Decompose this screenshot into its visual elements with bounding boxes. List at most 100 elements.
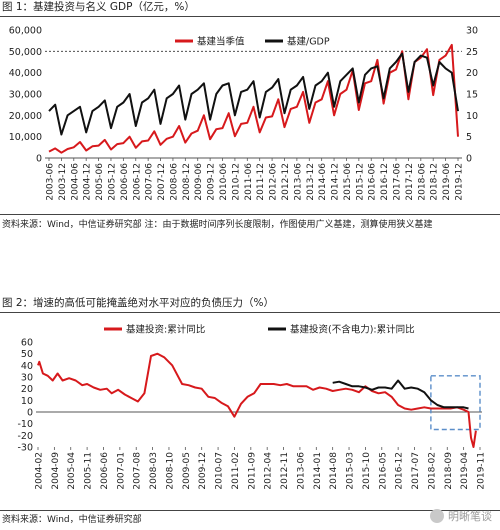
y-tick-label: 30 bbox=[21, 373, 33, 384]
y-right-tick-label: 25 bbox=[466, 47, 478, 58]
x-tick-label: 2008-06 bbox=[169, 163, 179, 201]
x-tick-label: 2011-02 bbox=[231, 452, 241, 490]
figure2-bottom-rule bbox=[0, 510, 500, 511]
y-right-tick-label: 10 bbox=[466, 111, 478, 122]
x-tick-label: 2012-12 bbox=[281, 163, 291, 201]
x-tick-label: 2005-12 bbox=[107, 163, 117, 201]
x-tick-label: 2003-12 bbox=[58, 163, 68, 201]
x-tick-label: 2003-06 bbox=[46, 163, 56, 201]
y-right-tick-label: 20 bbox=[466, 68, 478, 79]
x-tick-label: 2013-06 bbox=[293, 163, 303, 201]
x-tick-label: 2016-12 bbox=[395, 452, 405, 490]
x-tick-label: 2017-06 bbox=[393, 163, 403, 201]
x-tick-label: 2009-12 bbox=[207, 163, 217, 201]
y-left-tick-label: 50,000 bbox=[9, 47, 42, 58]
x-tick-label: 2014-06 bbox=[318, 163, 328, 201]
x-tick-label: 2010-12 bbox=[231, 163, 241, 201]
wechat-icon bbox=[430, 509, 444, 523]
x-tick-label: 2011-12 bbox=[256, 163, 266, 201]
x-tick-label: 2006-12 bbox=[132, 163, 142, 201]
x-tick-label: 2014-01 bbox=[313, 452, 323, 490]
x-tick-label: 2019-12 bbox=[455, 163, 465, 201]
watermark-text: 明晰笔谈 bbox=[448, 510, 492, 523]
x-tick-label: 2009-06 bbox=[194, 163, 204, 201]
figure1-title: 图 1：基建投资与名义 GDP（亿元，%） bbox=[2, 1, 195, 13]
x-tick-label: 2004-12 bbox=[83, 163, 93, 201]
x-tick-label: 2006-06 bbox=[120, 163, 130, 201]
y-left-tick-label: 10,000 bbox=[9, 132, 42, 143]
series-infrastructure-ex-power-yoy-line bbox=[332, 379, 469, 410]
x-tick-label: 2007-12 bbox=[157, 163, 167, 201]
y-tick-label: 60 bbox=[21, 338, 33, 349]
y-right-tick-label: 0 bbox=[466, 154, 472, 165]
x-tick-label: 2008-03 bbox=[149, 452, 159, 490]
x-tick-label: 2004-02 bbox=[35, 452, 45, 490]
x-tick-label: 2008-12 bbox=[182, 163, 192, 201]
figure2-title: 图 2：增速的高低可能掩盖绝对水平对应的负债压力（%） bbox=[2, 297, 274, 309]
x-tick-label: 2018-02 bbox=[427, 452, 437, 490]
y-tick-label: 50 bbox=[21, 349, 33, 360]
x-tick-label: 2012-06 bbox=[269, 163, 279, 201]
x-tick-label: 2010-07 bbox=[215, 452, 225, 490]
x-tick-label: 2016-12 bbox=[380, 163, 390, 201]
x-tick-label: 2018-06 bbox=[417, 163, 427, 201]
x-tick-label: 2015-10 bbox=[362, 452, 372, 490]
x-tick-label: 2015-12 bbox=[355, 163, 365, 201]
y-tick-label: 0 bbox=[27, 408, 33, 419]
x-tick-label: 2015-06 bbox=[343, 163, 353, 201]
x-tick-label: 2008-10 bbox=[165, 452, 175, 490]
x-tick-label: 2018-09 bbox=[444, 452, 454, 490]
y-right-tick-label: 15 bbox=[466, 90, 478, 101]
x-tick-label: 2007-01 bbox=[116, 452, 126, 490]
x-tick-label: 2009-12 bbox=[198, 452, 208, 490]
y-left-tick-label: 20,000 bbox=[9, 111, 42, 122]
x-tick-label: 2009-05 bbox=[182, 452, 192, 490]
x-tick-label: 2005-06 bbox=[95, 163, 105, 201]
x-tick-label: 2005-04 bbox=[67, 452, 77, 490]
figure2-source: 资料来源：Wind，中信证券研究部 bbox=[2, 515, 142, 525]
highlight-box bbox=[430, 375, 481, 431]
y-left-tick-label: 40,000 bbox=[9, 68, 42, 79]
x-tick-label: 2019-11 bbox=[477, 452, 487, 490]
x-tick-label: 2017-07 bbox=[411, 452, 421, 490]
x-tick-label: 2019-06 bbox=[442, 163, 452, 201]
x-tick-label: 2014-08 bbox=[329, 452, 339, 490]
x-tick-label: 2007-08 bbox=[133, 452, 143, 490]
y-tick-label: 40 bbox=[21, 361, 33, 372]
x-tick-label: 2019-04 bbox=[460, 452, 470, 490]
legend-label: 基建投资:累计同比 bbox=[126, 324, 205, 336]
y-right-tick-label: 30 bbox=[466, 26, 478, 37]
x-tick-label: 2004-06 bbox=[70, 163, 80, 201]
y-tick-label: -10 bbox=[17, 419, 33, 430]
figure1-chart: 0 10,000 20,000 30,000 40,000 50,000 60,000 0 5 1… bbox=[9, 26, 478, 201]
x-tick-label: 2016-06 bbox=[368, 163, 378, 201]
figure1-bottom-rule bbox=[0, 214, 500, 215]
x-tick-label: 2004-09 bbox=[51, 452, 61, 490]
x-tick-label: 2007-06 bbox=[145, 163, 155, 201]
y-tick-label: -30 bbox=[17, 443, 33, 454]
x-tick-label: 2016-05 bbox=[378, 452, 388, 490]
y-tick-label: 10 bbox=[21, 396, 33, 407]
figure1-source: 资料来源：Wind，中信证券研究部 注：由于数据时间序列长度限制，作图使用广义基… bbox=[2, 220, 433, 230]
x-tick-label: 2012-11 bbox=[280, 452, 290, 490]
series-infrastructure-gdp-line bbox=[48, 52, 459, 136]
figure2-top-rule bbox=[0, 312, 500, 313]
y-left-tick-label: 0 bbox=[36, 154, 42, 165]
legend-label: 基建/GDP bbox=[287, 36, 330, 48]
legend-label: 基建当季值 bbox=[197, 36, 245, 48]
x-tick-label: 2018-12 bbox=[430, 163, 440, 201]
x-tick-label: 2012-04 bbox=[264, 452, 274, 490]
x-tick-label: 2017-12 bbox=[405, 163, 415, 201]
legend-label: 基建投资(不含电力):累计同比 bbox=[290, 324, 415, 336]
y-tick-label: 20 bbox=[21, 384, 33, 395]
y-left-tick-label: 30,000 bbox=[9, 90, 42, 101]
x-tick-label: 2011-06 bbox=[244, 163, 254, 201]
x-tick-label: 2013-12 bbox=[306, 163, 316, 201]
x-tick-label: 2015-03 bbox=[346, 452, 356, 490]
x-tick-label: 2005-11 bbox=[84, 452, 94, 490]
x-tick-label: 2006-06 bbox=[100, 452, 110, 490]
y-left-tick-label: 60,000 bbox=[9, 26, 42, 37]
y-tick-label: -20 bbox=[17, 431, 33, 442]
y-right-tick-label: 5 bbox=[466, 132, 472, 143]
